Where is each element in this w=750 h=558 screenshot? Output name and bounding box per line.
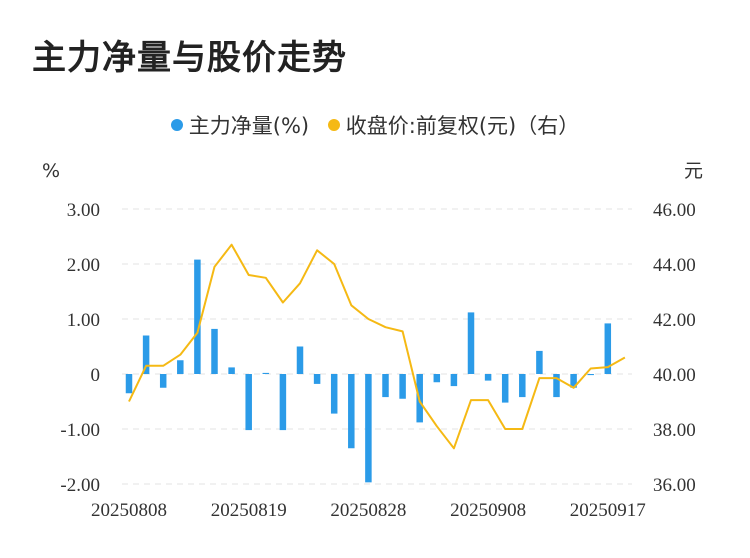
legend-swatch-net-flow: [170, 119, 183, 131]
bar: [382, 374, 389, 398]
bar: [467, 312, 475, 374]
legend: 主力净量(%) 收盘价:前复权(元)（右）: [0, 110, 750, 140]
bar: [501, 374, 509, 403]
bar: [159, 374, 167, 388]
bar: [125, 374, 133, 394]
bar: [484, 374, 492, 381]
y-left-tick-label: 3.00: [67, 200, 100, 221]
y-left-tick-label: 1.00: [67, 310, 100, 331]
grid-lines: [122, 208, 632, 485]
bar: [433, 374, 441, 383]
bar: [279, 374, 287, 431]
bar: [348, 374, 355, 449]
x-tick-label: 20250908: [450, 500, 526, 521]
y-right-tick-label: 42.00: [653, 310, 696, 331]
y-left-tick-label: 2.00: [67, 255, 100, 276]
bar: [365, 374, 372, 483]
y-left-ticks: 3.00 2.00 1.00 0 -1.00 -2.00: [60, 200, 100, 496]
y-right-tick-label: 44.00: [653, 255, 696, 276]
bar: [536, 350, 543, 374]
bar: [211, 328, 218, 374]
bar: [245, 374, 252, 431]
y-right-tick-label: 40.00: [653, 365, 696, 386]
legend-item-net-flow[interactable]: 主力净量(%): [170, 110, 310, 140]
y-right-tick-label: 46.00: [653, 200, 696, 221]
legend-item-close-price[interactable]: 收盘价:前复权(元)（右）: [327, 110, 580, 140]
x-tick-label: 20250828: [330, 500, 406, 521]
bar: [399, 374, 406, 399]
legend-swatch-close-price: [327, 119, 340, 131]
x-tick-label: 20250819: [211, 500, 287, 521]
bar: [587, 374, 594, 376]
y-right-tick-label: 38.00: [653, 420, 696, 441]
y-left-tick-label: -2.00: [60, 475, 100, 496]
bar: [228, 367, 235, 374]
x-tick-label: 20250917: [570, 500, 646, 521]
bar: [519, 374, 526, 398]
y-right-ticks: 46.00 44.00 42.00 40.00 38.00 36.00: [653, 200, 696, 496]
bar: [194, 259, 201, 374]
legend-label-net-flow: 主力净量(%): [188, 114, 310, 138]
price-line: [128, 243, 626, 450]
y-left-tick-label: -1.00: [60, 420, 100, 441]
bar: [262, 372, 270, 374]
bar: [604, 323, 612, 374]
legend-label-close-price: 收盘价:前复权(元)（右）: [345, 114, 580, 138]
y-left-tick-label: 0: [91, 365, 101, 386]
bar: [450, 374, 458, 387]
y-right-unit: 元: [684, 160, 703, 182]
bar: [177, 360, 184, 374]
bar: [296, 346, 304, 374]
bar: [330, 374, 338, 414]
bar: [553, 374, 560, 398]
bar: [142, 335, 150, 374]
y-left-unit: %: [42, 160, 60, 182]
x-tick-label: 20250808: [91, 500, 167, 521]
bar-series: [125, 259, 612, 483]
bar: [313, 374, 321, 384]
y-right-tick-label: 36.00: [653, 475, 696, 496]
line-series: [128, 243, 626, 450]
x-axis-ticks: 20250808 20250819 20250828 20250908 20250917: [91, 500, 646, 521]
bar: [570, 374, 577, 388]
chart-title: 主力净量与股价走势: [32, 38, 347, 78]
